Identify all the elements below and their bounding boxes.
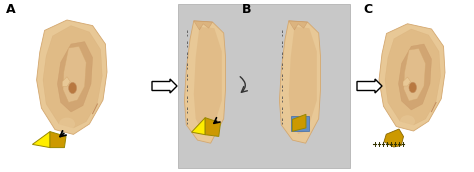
Ellipse shape: [69, 82, 77, 94]
Polygon shape: [62, 77, 70, 86]
Polygon shape: [399, 44, 431, 110]
Polygon shape: [384, 129, 403, 147]
Polygon shape: [36, 20, 107, 134]
Polygon shape: [194, 27, 222, 134]
Ellipse shape: [400, 115, 415, 127]
FancyArrow shape: [357, 79, 382, 93]
Ellipse shape: [409, 82, 417, 93]
Polygon shape: [205, 118, 220, 136]
Polygon shape: [43, 26, 102, 128]
Polygon shape: [379, 24, 445, 131]
Polygon shape: [50, 132, 66, 148]
Polygon shape: [403, 77, 410, 86]
Polygon shape: [280, 21, 320, 143]
Polygon shape: [191, 118, 205, 135]
Polygon shape: [184, 21, 226, 143]
Polygon shape: [289, 21, 308, 30]
Ellipse shape: [59, 118, 75, 130]
Polygon shape: [292, 114, 306, 131]
FancyBboxPatch shape: [291, 116, 310, 131]
Text: B: B: [242, 3, 252, 16]
Polygon shape: [194, 21, 212, 30]
Text: A: A: [6, 3, 16, 16]
Polygon shape: [289, 27, 317, 134]
FancyArrow shape: [152, 79, 177, 93]
Polygon shape: [385, 29, 440, 125]
Text: C: C: [363, 3, 372, 16]
Polygon shape: [63, 46, 86, 102]
FancyBboxPatch shape: [178, 4, 350, 168]
Polygon shape: [57, 42, 92, 112]
Polygon shape: [32, 132, 50, 148]
Polygon shape: [404, 49, 426, 101]
